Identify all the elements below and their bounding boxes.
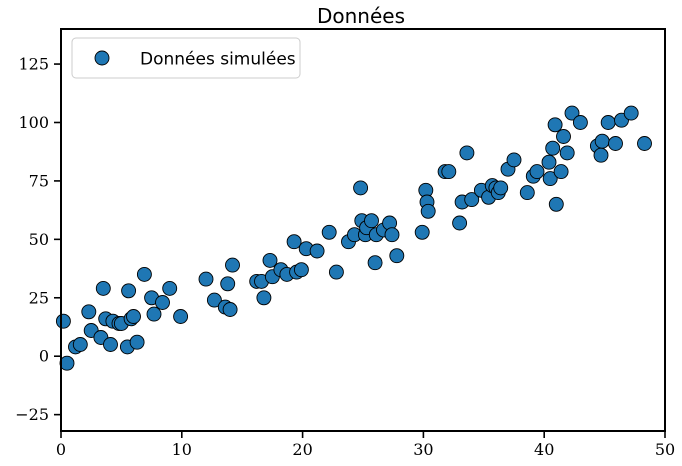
data-point <box>220 276 236 292</box>
x-tick-label: 30 <box>413 440 433 459</box>
data-point <box>593 147 609 163</box>
x-tick-label: 20 <box>292 440 312 459</box>
data-point <box>414 224 430 240</box>
data-point <box>136 266 152 282</box>
data-point <box>542 171 558 187</box>
points-layer <box>55 105 652 371</box>
data-point <box>623 105 639 121</box>
data-point <box>464 192 480 208</box>
data-point <box>198 271 214 287</box>
data-point <box>222 302 238 317</box>
data-point <box>146 306 162 322</box>
data-point <box>384 227 400 243</box>
data-point <box>129 334 145 350</box>
x-tick-label: 10 <box>172 440 192 459</box>
data-point <box>367 255 383 271</box>
chart-title: Données <box>317 4 405 28</box>
data-point <box>541 154 557 170</box>
data-point <box>309 243 325 259</box>
data-point <box>121 283 137 299</box>
data-point <box>321 224 337 240</box>
x-tick-label: 50 <box>655 440 675 459</box>
data-point <box>452 215 468 231</box>
legend: Données simulées <box>71 37 301 79</box>
data-point <box>155 295 170 310</box>
data-point <box>608 136 623 151</box>
data-point <box>548 196 564 212</box>
data-point <box>441 164 457 180</box>
y-tick-label: −25 <box>15 405 49 424</box>
data-point <box>286 234 302 250</box>
x-tick-label: 40 <box>534 440 554 459</box>
ticks-layer: 0 10 20 30 40 50 −25 0 25 50 75 100 125 <box>15 55 675 459</box>
data-point <box>95 280 111 296</box>
data-point <box>600 115 616 130</box>
y-tick-label: 0 <box>39 347 49 366</box>
y-tick-label: 50 <box>29 230 49 249</box>
data-point <box>262 252 278 268</box>
y-tick-label: 75 <box>29 171 49 190</box>
data-point <box>55 313 71 329</box>
data-point <box>162 280 178 296</box>
data-point <box>594 133 610 149</box>
data-point <box>126 309 141 324</box>
data-point <box>225 257 240 273</box>
data-point <box>556 129 571 144</box>
data-point <box>506 152 522 168</box>
data-point <box>572 115 588 130</box>
data-point <box>103 337 118 352</box>
legend-marker <box>94 50 110 66</box>
data-point <box>293 262 309 278</box>
data-point <box>519 185 535 201</box>
data-point <box>81 304 97 320</box>
data-point <box>459 145 475 161</box>
legend-label: Données simulées <box>140 50 296 70</box>
data-point <box>72 337 88 352</box>
y-tick-label: 125 <box>18 55 49 74</box>
data-point <box>553 164 569 180</box>
data-point <box>545 140 561 156</box>
data-point <box>364 213 379 229</box>
data-point <box>420 203 436 219</box>
data-point <box>206 292 222 308</box>
x-tick-label: 0 <box>56 440 66 459</box>
data-point <box>493 180 509 196</box>
data-point <box>564 105 580 121</box>
data-point <box>559 145 575 161</box>
legend-box <box>71 37 301 79</box>
y-tick-label: 100 <box>18 113 49 132</box>
data-point <box>637 136 652 151</box>
plot-frame <box>60 28 666 432</box>
data-point <box>353 180 369 196</box>
data-point <box>547 117 563 133</box>
data-point <box>173 309 189 324</box>
y-tick-label: 25 <box>29 288 49 307</box>
data-point <box>328 264 344 280</box>
data-point <box>256 290 272 306</box>
data-point <box>59 355 75 371</box>
data-point <box>389 248 405 264</box>
data-point <box>529 164 545 180</box>
